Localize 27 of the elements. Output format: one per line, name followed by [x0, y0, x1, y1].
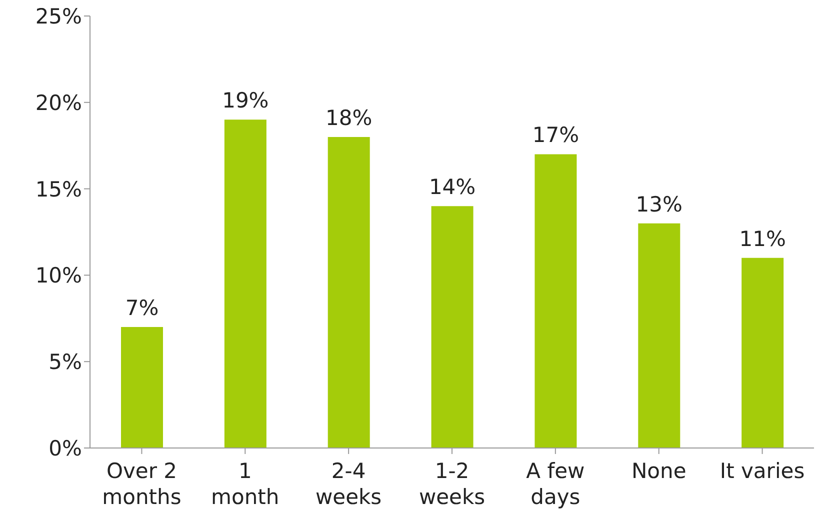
data-label: 14% — [428, 175, 476, 200]
data-label: 17% — [532, 123, 580, 148]
data-label: 11% — [739, 226, 786, 251]
x-tick-label: It varies — [720, 459, 805, 483]
data-label: 13% — [636, 192, 682, 216]
y-tick-label: 5% — [48, 350, 82, 374]
data-label: 19% — [222, 88, 269, 113]
y-tick-label: 15% — [35, 177, 82, 202]
y-tick-label: 10% — [35, 264, 82, 288]
y-tick-label: 0% — [48, 436, 82, 460]
x-tick-label: 2-4 weeks — [316, 459, 382, 509]
y-tick-label: 20% — [35, 90, 82, 115]
x-tick-label: 1 month — [211, 459, 280, 509]
x-tick-label: 1-2 weeks — [418, 459, 486, 509]
x-tick-label: None — [631, 459, 686, 483]
bar — [121, 327, 163, 448]
x-tick-label: A few days — [526, 459, 585, 509]
bar — [328, 136, 370, 448]
bar — [534, 154, 577, 448]
bar — [638, 223, 680, 448]
bar — [431, 206, 474, 448]
x-tick-label: Over 2 months — [102, 459, 182, 509]
y-tick-label: 25% — [35, 4, 82, 28]
bar — [224, 120, 266, 448]
bar — [742, 258, 784, 448]
data-label: 18% — [326, 106, 372, 130]
data-label: 7% — [125, 296, 159, 320]
